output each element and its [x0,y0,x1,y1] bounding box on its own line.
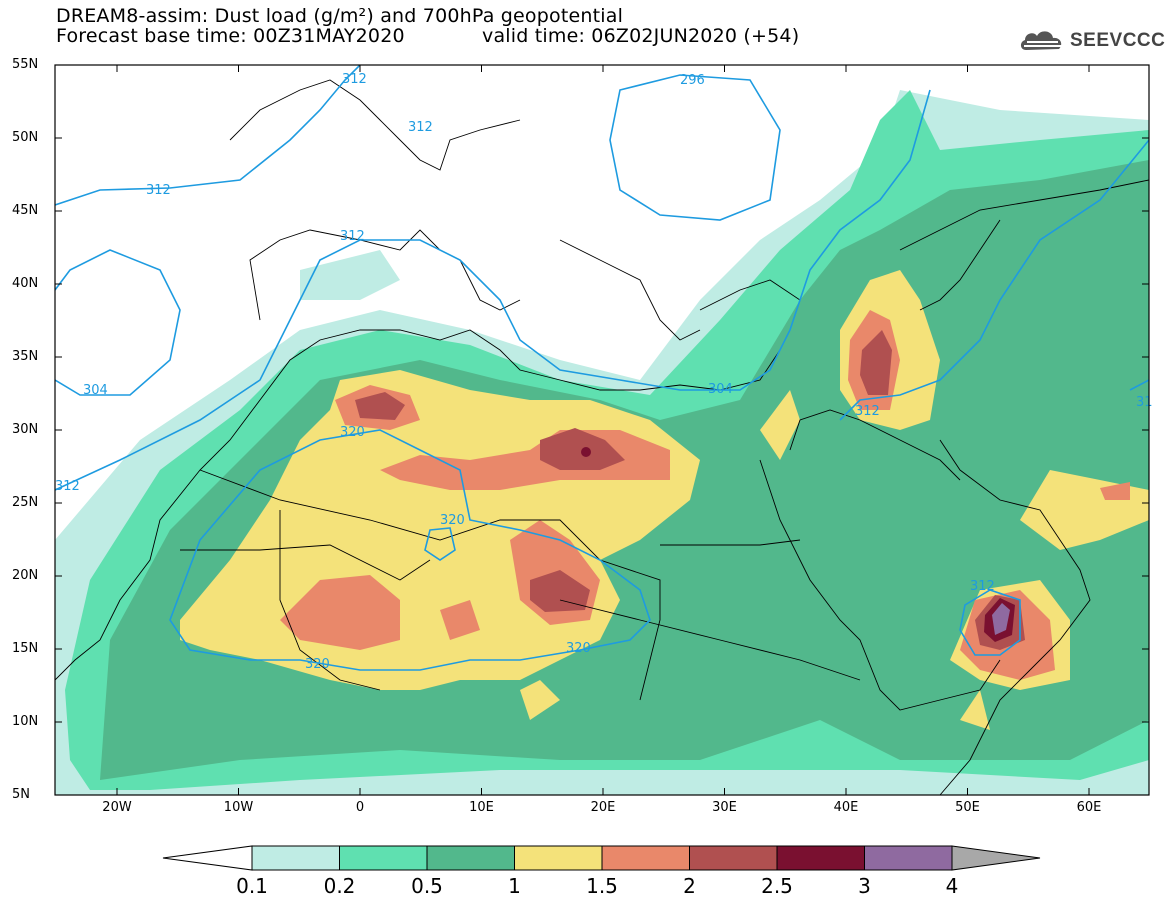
contour-label: 312 [970,579,995,594]
lat-tick-label: 25N [12,495,39,510]
contour-label: 304 [83,383,108,398]
lon-tick-label: 20W [102,800,132,815]
colorbar-swatch [689,845,778,871]
lat-tick-label: 5N [12,787,30,802]
lon-tick-label: 0 [355,800,365,815]
colorbar-label: 2.5 [761,874,793,898]
contour-label: 312 [55,479,80,494]
contour-label: 31 [1136,395,1153,410]
lon-tick-label: 20E [590,800,616,815]
colorbar-label: 0.5 [411,874,443,898]
logo-text: SEEVCCC [1070,30,1165,51]
lon-tick-label: 40E [833,800,859,815]
contour-labels: 312 312 312 312 296 304 304 312 320 320 … [55,72,1153,672]
lat-tick-label: 20N [12,568,39,583]
contour-label: 312 [146,183,171,198]
contour-label: 320 [566,641,591,656]
title-line-1: DREAM8-assim: Dust load (g/m²) and 700hP… [56,5,624,27]
colorbar-label: 3 [858,874,871,898]
lat-tick-label: 30N [12,422,39,437]
colorbar [162,845,1041,871]
colorbar-label: 0.1 [236,874,268,898]
contour-label: 312 [855,404,880,419]
lat-tick-label: 15N [12,641,39,656]
colorbar-swatch [776,845,865,871]
contour-label: 296 [680,73,705,88]
axis-ticks [55,64,1149,796]
contour-label: 304 [708,382,733,397]
dust-shading [55,90,1149,795]
lon-tick-label: 60E [1076,800,1102,815]
geopotential-contours [55,65,1149,671]
colorbar-label: 4 [945,874,959,898]
contour-label: 320 [440,513,465,528]
lon-tick-label: 30E [712,800,737,815]
lon-tick-label: 10E [469,800,494,815]
valid-time: valid time: 06Z02JUN2020 (+54) [482,25,800,47]
colorbar-label: 1.5 [586,874,618,898]
colorbar-swatch [864,845,953,871]
contour-label: 320 [340,425,365,440]
lat-tick-label: 45N [12,203,39,218]
forecast-base-time: Forecast base time: 00Z31MAY2020 [56,25,405,47]
colorbar-swatch [251,845,340,871]
lat-tick-label: 50N [12,130,39,145]
colorbar-label: 1 [508,874,521,898]
colorbar-label: 0.2 [323,874,356,898]
lon-tick-label: 50E [955,800,980,815]
lat-tick-label: 55N [12,57,39,72]
contour-label: 320 [305,657,330,672]
contour-label: 312 [342,72,367,87]
colorbar-swatch [601,845,690,871]
colorbar-swatch [514,845,603,871]
lat-tick-label: 35N [12,349,39,364]
lon-tick-label: 10W [223,800,254,815]
lat-tick-label: 10N [12,714,39,729]
contour-label: 312 [340,229,365,244]
colorbar-swatch [339,845,428,871]
contour-label: 312 [408,120,433,135]
seevccc-logo: SEEVCCC [1018,26,1165,54]
cloud-icon [1020,31,1062,50]
colorbar-swatch [426,845,515,871]
colorbar-label: 2 [683,874,696,898]
lat-tick-label: 40N [12,276,39,291]
